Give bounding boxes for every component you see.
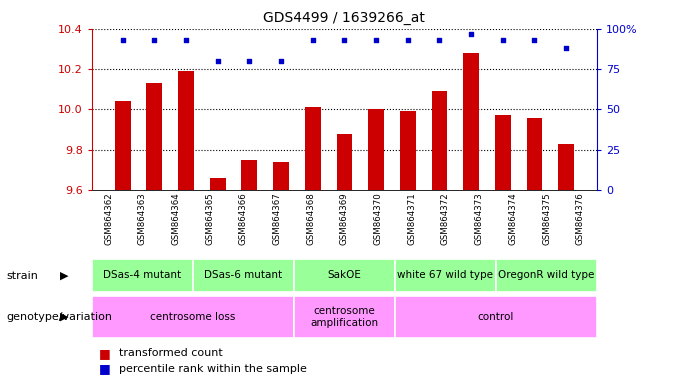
Text: DSas-4 mutant: DSas-4 mutant xyxy=(103,270,182,280)
Point xyxy=(149,37,160,43)
Bar xyxy=(115,101,131,190)
Text: GSM864368: GSM864368 xyxy=(306,192,316,245)
Bar xyxy=(463,53,479,190)
Point xyxy=(117,37,128,43)
Text: ▶: ▶ xyxy=(61,312,69,322)
Text: GSM864370: GSM864370 xyxy=(373,192,383,245)
Bar xyxy=(241,160,257,190)
Bar xyxy=(146,83,163,190)
Text: white 67 wild type: white 67 wild type xyxy=(398,270,494,280)
Text: GSM864372: GSM864372 xyxy=(441,192,450,245)
Bar xyxy=(558,144,574,190)
Text: GSM864373: GSM864373 xyxy=(475,192,483,245)
Bar xyxy=(496,259,597,292)
Point xyxy=(466,31,477,37)
Point xyxy=(403,37,413,43)
Text: ■: ■ xyxy=(99,347,110,360)
Bar xyxy=(294,296,395,338)
Text: GSM864364: GSM864364 xyxy=(171,192,180,245)
Point xyxy=(561,45,572,51)
Text: GSM864366: GSM864366 xyxy=(239,192,248,245)
Bar xyxy=(92,296,294,338)
Text: GSM864375: GSM864375 xyxy=(542,192,551,245)
Point xyxy=(371,37,381,43)
Text: genotype/variation: genotype/variation xyxy=(7,312,113,322)
Text: centrosome
amplification: centrosome amplification xyxy=(310,306,379,328)
Text: control: control xyxy=(478,312,514,322)
Text: GSM864363: GSM864363 xyxy=(138,192,147,245)
Text: GSM864374: GSM864374 xyxy=(509,192,517,245)
Text: DSas-6 mutant: DSas-6 mutant xyxy=(204,270,282,280)
Point xyxy=(181,37,192,43)
Bar xyxy=(526,118,543,190)
Bar xyxy=(400,111,415,190)
Bar xyxy=(305,108,321,190)
Bar xyxy=(368,109,384,190)
Text: GSM864362: GSM864362 xyxy=(104,192,113,245)
Bar xyxy=(273,162,289,190)
Text: GSM864369: GSM864369 xyxy=(340,192,349,245)
Bar xyxy=(337,134,352,190)
Text: GSM864376: GSM864376 xyxy=(576,192,585,245)
Bar xyxy=(193,259,294,292)
Text: GSM864371: GSM864371 xyxy=(407,192,416,245)
Point xyxy=(497,37,508,43)
Text: centrosome loss: centrosome loss xyxy=(150,312,235,322)
Text: ■: ■ xyxy=(99,362,110,375)
Bar xyxy=(395,259,496,292)
Text: ▶: ▶ xyxy=(61,270,69,281)
Point xyxy=(212,58,223,64)
Title: GDS4499 / 1639266_at: GDS4499 / 1639266_at xyxy=(263,11,426,25)
Point xyxy=(339,37,350,43)
Point xyxy=(529,37,540,43)
Point xyxy=(434,37,445,43)
Text: GSM864365: GSM864365 xyxy=(205,192,214,245)
Point xyxy=(244,58,255,64)
Text: transformed count: transformed count xyxy=(119,348,223,358)
Point xyxy=(307,37,318,43)
Text: SakOE: SakOE xyxy=(328,270,361,280)
Point xyxy=(275,58,286,64)
Text: percentile rank within the sample: percentile rank within the sample xyxy=(119,364,307,374)
Bar xyxy=(92,259,193,292)
Bar xyxy=(395,296,597,338)
Bar xyxy=(210,178,226,190)
Bar xyxy=(432,91,447,190)
Text: GSM864367: GSM864367 xyxy=(273,192,282,245)
Bar xyxy=(495,116,511,190)
Text: OregonR wild type: OregonR wild type xyxy=(498,270,595,280)
Text: strain: strain xyxy=(7,270,39,281)
Bar xyxy=(178,71,194,190)
Bar xyxy=(294,259,395,292)
